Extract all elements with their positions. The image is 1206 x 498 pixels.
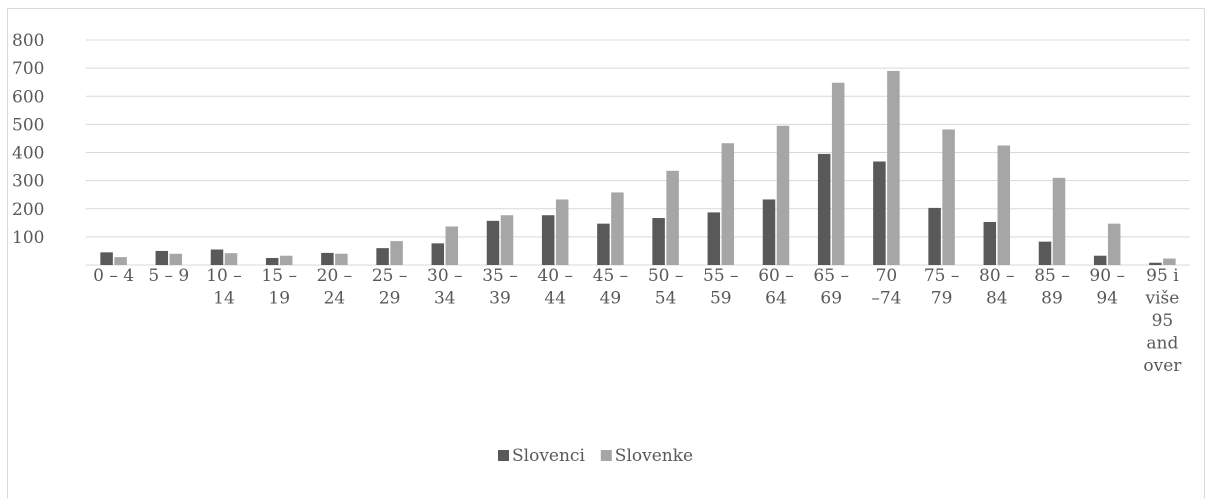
bar-slovenci — [210, 249, 224, 265]
bar-slovenke — [390, 241, 403, 265]
x-tick-label: 55 –59 — [703, 266, 739, 309]
y-tick-label: 500 — [12, 115, 44, 135]
bar-slovenke — [555, 199, 569, 265]
legend-swatch-slovenci — [498, 450, 509, 461]
bar-slovenke — [1107, 223, 1121, 265]
x-tick-label: 50 –54 — [648, 266, 684, 309]
legend-label-slovenke: Slovenke — [615, 446, 693, 466]
bar-slovenci — [1093, 255, 1107, 265]
bar-slovenke — [114, 257, 127, 265]
bar-slovenci — [707, 212, 721, 265]
x-tick-label: 60 –64 — [758, 266, 794, 309]
bar-slovenke — [776, 125, 790, 265]
y-tick-label: 300 — [12, 172, 44, 192]
x-tick-label: 30 –34 — [427, 266, 463, 309]
bar-slovenci — [486, 220, 500, 265]
bar-slovenke — [224, 253, 238, 265]
y-tick-label: 600 — [12, 87, 44, 107]
bar-slovenci — [1038, 241, 1052, 265]
bar-slovenke — [445, 226, 459, 265]
bar-slovenci — [100, 252, 113, 265]
bar-slovenci — [817, 153, 831, 265]
x-tick-label: 65 –69 — [813, 266, 849, 309]
bar-slovenke — [169, 253, 183, 265]
x-tick-label: 15 –19 — [261, 266, 297, 309]
bar-slovenke — [831, 82, 845, 265]
bar-slovenci — [265, 257, 279, 265]
bar-slovenke — [1052, 177, 1066, 265]
bar-slovenci — [983, 221, 997, 265]
bar-slovenci — [652, 218, 665, 265]
x-tick-label: 80 –84 — [979, 266, 1015, 309]
x-tick-label: 10 –14 — [206, 266, 242, 309]
y-tick-label: 400 — [12, 144, 44, 164]
x-tick-label: 35 –39 — [482, 266, 518, 309]
y-tick-label: 100 — [12, 228, 44, 248]
x-tick-label: 45 –49 — [593, 266, 629, 309]
chart-frame — [7, 8, 1205, 498]
bar-slovenci — [376, 248, 389, 265]
bar-slovenke — [1163, 258, 1176, 265]
y-tick-label: 700 — [12, 59, 44, 79]
bar-slovenci — [155, 250, 169, 265]
x-tick-label: 25 –29 — [372, 266, 408, 309]
bar-slovenci — [541, 215, 555, 265]
x-tick-label: 40 –44 — [537, 266, 573, 309]
x-tick-label: 90 –94 — [1089, 266, 1125, 309]
bar-slovenke — [279, 255, 293, 265]
bar-slovenci — [597, 223, 610, 265]
x-tick-label: 20 –24 — [317, 266, 353, 309]
y-tick-label: 800 — [12, 31, 44, 51]
bar-slovenke — [997, 145, 1011, 265]
x-tick-label: 70 –74 — [871, 266, 901, 309]
bar-slovenci — [928, 207, 941, 265]
x-tick-label: 95 i više 95 and over — [1143, 266, 1182, 376]
bar-slovenci — [431, 243, 445, 265]
bar-slovenke — [335, 253, 348, 265]
bar-slovenke — [611, 192, 624, 265]
bar-slovenke — [887, 70, 900, 265]
bar-slovenke — [721, 143, 735, 265]
bar-slovenci — [1149, 262, 1162, 265]
x-tick-label: 5 – 9 — [148, 266, 189, 286]
bar-slovenke — [666, 170, 679, 265]
bar-slovenci — [762, 199, 776, 265]
x-tick-label: 0 – 4 — [93, 266, 134, 286]
bar-slovenke — [500, 215, 514, 265]
x-tick-label: 85 –89 — [1034, 266, 1070, 309]
legend-swatch-slovenke — [600, 450, 612, 461]
bar-slovenci — [873, 161, 886, 265]
bar-slovenci — [321, 252, 334, 265]
legend-label-slovenci: Slovenci — [512, 446, 585, 466]
bar-slovenke — [942, 129, 955, 265]
x-tick-label: 75 –79 — [924, 266, 960, 309]
y-tick-label: 200 — [12, 200, 44, 220]
